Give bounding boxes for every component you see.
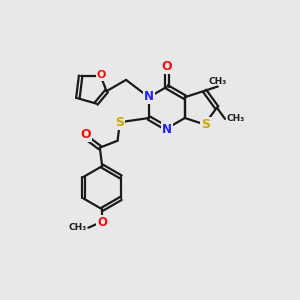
Text: O: O xyxy=(97,70,106,80)
Text: O: O xyxy=(97,216,107,229)
Text: O: O xyxy=(80,128,91,141)
Text: CH₃: CH₃ xyxy=(209,77,227,86)
Text: N: N xyxy=(144,90,154,103)
Text: S: S xyxy=(116,116,124,129)
Text: S: S xyxy=(201,118,210,131)
Text: CH₃: CH₃ xyxy=(68,223,87,232)
Text: N: N xyxy=(162,123,172,136)
Text: O: O xyxy=(161,59,172,73)
Text: CH₃: CH₃ xyxy=(226,114,245,123)
